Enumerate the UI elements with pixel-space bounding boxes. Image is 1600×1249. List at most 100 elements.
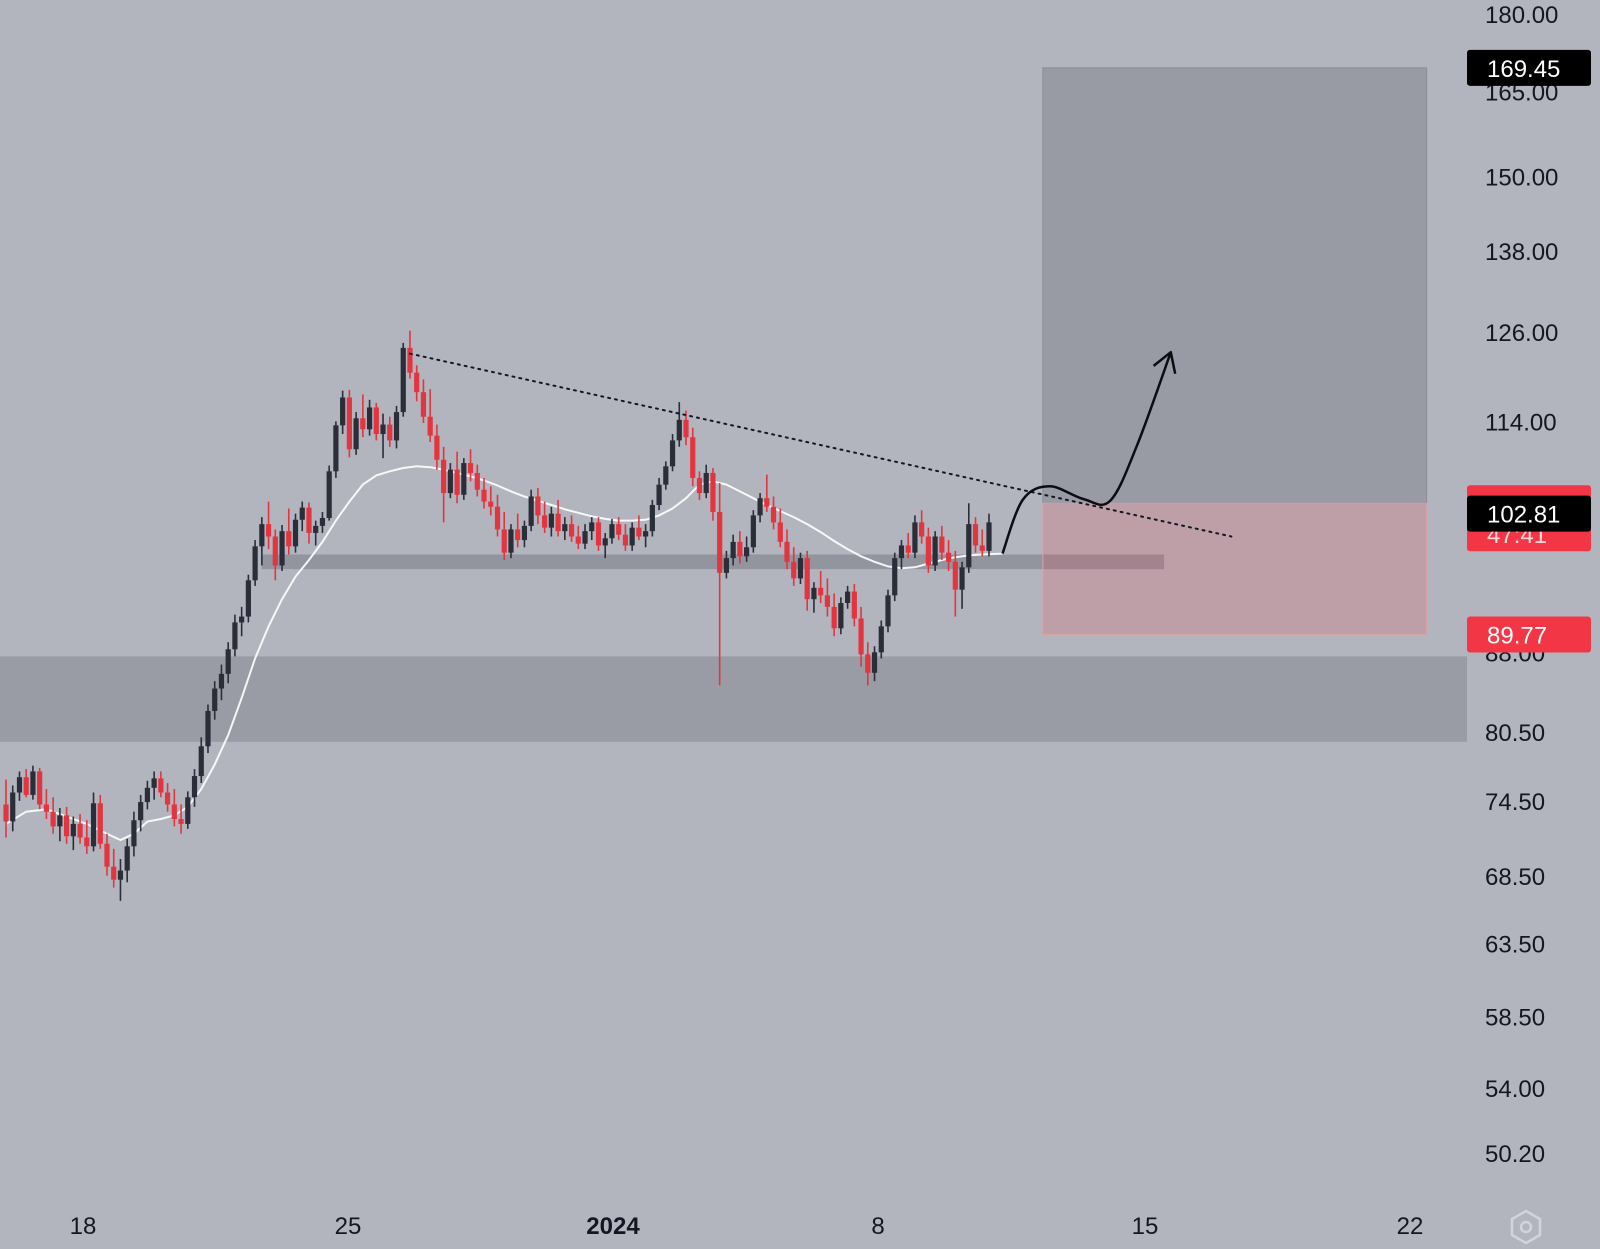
candle-body (407, 347, 413, 373)
candle-body (804, 558, 810, 600)
candle (16, 771, 23, 801)
candle (461, 458, 467, 500)
price-axis[interactable]: 180.00165.00150.00138.00126.00114.00104.… (1485, 2, 1558, 1168)
candle-body (340, 397, 346, 426)
candle-body (252, 546, 258, 581)
candle (649, 499, 655, 537)
candle-body (690, 437, 696, 478)
candle (171, 788, 177, 827)
candle-body (528, 496, 534, 526)
candle (602, 532, 608, 559)
candle (643, 524, 649, 548)
candle (629, 522, 635, 551)
candle (508, 524, 514, 559)
price-badge: 89.77 (1467, 616, 1591, 653)
candle-body (703, 472, 709, 494)
projection-layer[interactable] (1001, 350, 1177, 555)
position-layer[interactable] (1042, 67, 1428, 636)
candle-body (784, 541, 790, 562)
candle (703, 464, 709, 499)
candle (205, 704, 211, 754)
candle (144, 780, 150, 810)
candle (191, 769, 198, 807)
settings-icon[interactable] (1510, 1209, 1542, 1245)
candle-body (959, 567, 965, 590)
candle (676, 402, 682, 447)
candle-body (515, 529, 521, 541)
candle-body (366, 407, 373, 430)
candle-body (696, 477, 703, 494)
candle-body (616, 524, 622, 535)
candle (562, 517, 568, 541)
candle (333, 421, 339, 478)
candle (232, 614, 238, 657)
time-tick-label: 8 (871, 1213, 884, 1240)
candle-body (865, 654, 871, 673)
candle (37, 767, 43, 810)
price-badge-background (1467, 495, 1591, 532)
candle-body (185, 797, 191, 824)
time-tick-label: 22 (1397, 1213, 1424, 1240)
candle (360, 394, 366, 438)
candle-body (239, 616, 245, 623)
candle-body (124, 846, 130, 871)
candle (986, 513, 992, 557)
candle (683, 410, 689, 446)
descending-trendline[interactable] (408, 352, 1233, 538)
trendline-layer[interactable] (408, 352, 1233, 538)
candle-body (535, 496, 541, 516)
time-axis[interactable]: 18 25 2024 8 15 22 (70, 1213, 1424, 1240)
candle-body (111, 866, 117, 880)
candle-body (333, 425, 339, 472)
candle (939, 525, 945, 560)
candle-body (158, 778, 164, 793)
candle (912, 515, 918, 559)
candle-body (831, 606, 837, 629)
price-tick-label: 58.50 (1485, 1005, 1545, 1032)
candle (663, 461, 669, 490)
support-zone-2[interactable] (0, 656, 1467, 742)
candle (858, 606, 864, 667)
projection-path[interactable] (1001, 351, 1172, 555)
candle-body (171, 804, 177, 820)
candle (245, 574, 251, 623)
price-tick-label: 50.20 (1485, 1141, 1545, 1168)
candle (393, 405, 400, 449)
position-stop-zone[interactable] (1042, 502, 1428, 636)
candle-body (461, 463, 467, 495)
moving-average-line (5, 465, 1003, 842)
price-tick-label: 74.50 (1485, 789, 1545, 816)
support-zone-1[interactable] (261, 554, 1165, 570)
candle-body (427, 416, 433, 436)
candle (609, 518, 615, 544)
candle-body (299, 507, 305, 520)
candle-body (50, 811, 56, 827)
candle-body (818, 587, 824, 596)
candles-layer (3, 330, 992, 901)
candle (636, 515, 642, 541)
candle-body (770, 506, 777, 523)
candle (548, 506, 554, 537)
candle (797, 552, 804, 585)
candle-body (259, 524, 265, 547)
price-tick-label: 126.00 (1485, 320, 1558, 347)
position-profit-zone[interactable] (1042, 67, 1428, 504)
candle (225, 642, 231, 684)
candle-body (777, 522, 783, 542)
candle-body (589, 522, 595, 532)
candle (710, 467, 716, 521)
candle-body (420, 392, 427, 417)
candle-body (925, 536, 931, 566)
candle (845, 585, 851, 609)
candle-body (467, 463, 474, 473)
price-tick-label: 63.50 (1485, 931, 1545, 958)
candle (427, 389, 433, 442)
price-badge-value: 102.81 (1487, 502, 1560, 529)
candle (158, 771, 164, 798)
candle-body (90, 803, 97, 847)
candle-body (3, 804, 9, 822)
candle-body (144, 787, 150, 803)
candle-body (824, 595, 831, 607)
